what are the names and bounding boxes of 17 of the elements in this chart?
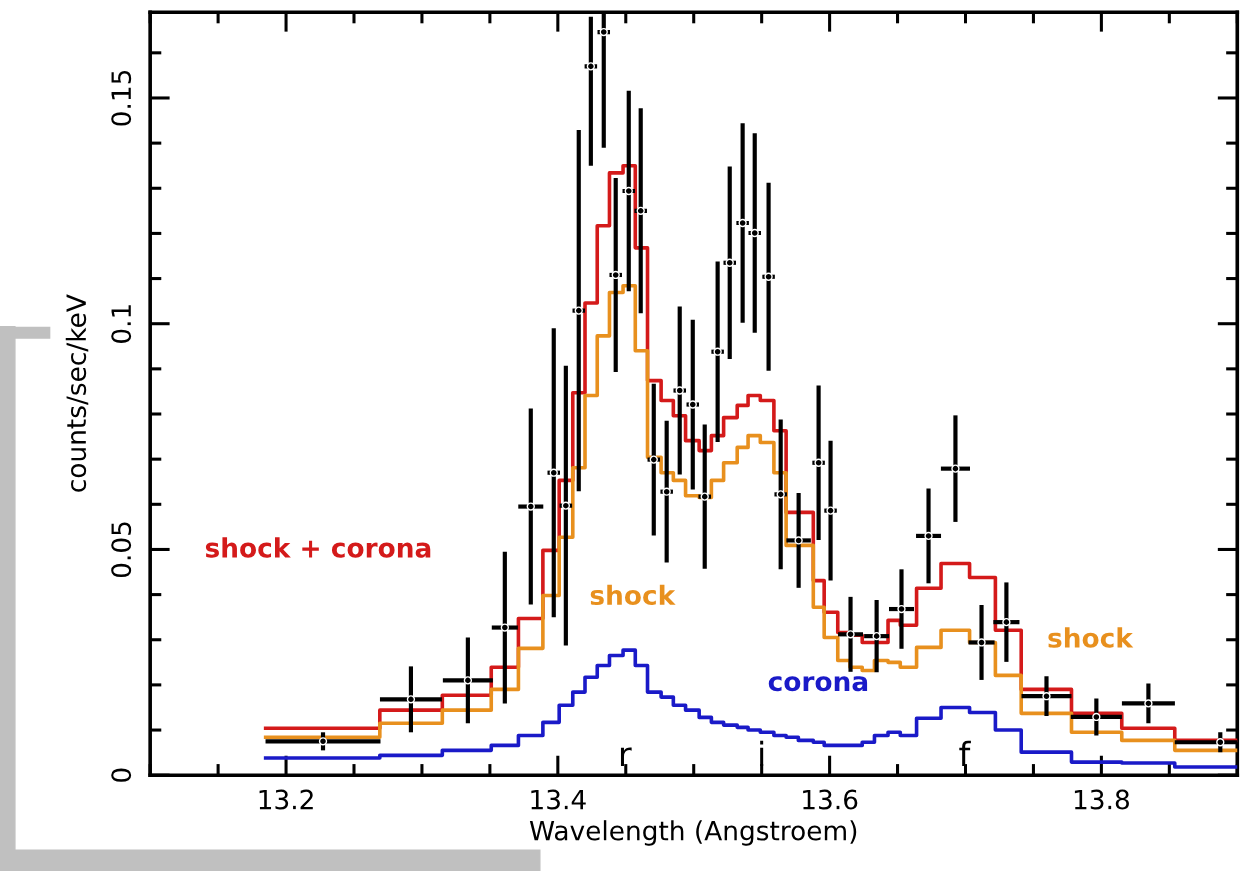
x-axis-title: Wavelength (Angstroem) <box>529 820 857 846</box>
y-tick-label: 0.1 <box>111 305 132 343</box>
series-label: corona <box>768 676 868 692</box>
x-tick-label: 13.2 <box>259 789 313 810</box>
x-tick-label: 13.4 <box>531 789 586 810</box>
y-axis-title: counts/sec/keV <box>65 294 89 492</box>
annotation: shock <box>1048 627 1134 648</box>
annotation: r <box>620 747 632 767</box>
annotation: f <box>959 740 971 767</box>
y-tick-label: 0.05 <box>111 522 132 578</box>
series-label: shock <box>590 584 676 606</box>
y-tick-label: 0 <box>111 768 132 782</box>
y-tick-label: 0.15 <box>111 70 132 126</box>
annotation: i <box>760 740 764 767</box>
x-tick-label: 13.8 <box>1074 789 1129 810</box>
x-tick-label: 13.6 <box>803 789 858 810</box>
text: shock + corona <box>205 537 431 558</box>
